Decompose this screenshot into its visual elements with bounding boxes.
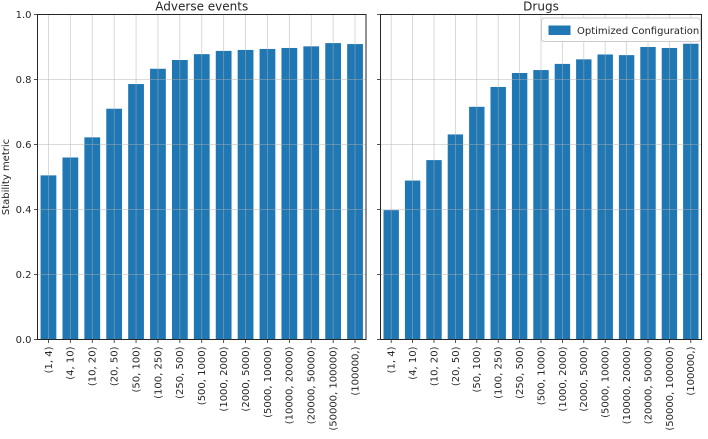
x-tick-label: (100000,) <box>350 346 361 395</box>
x-tick-label: (100000,) <box>686 346 697 395</box>
x-tick-label: (10, 20) <box>429 346 440 386</box>
x-tick-label: (50000, 100000) <box>329 346 340 430</box>
y-tick-label: 0.8 <box>16 75 32 86</box>
x-tick-label: (2000, 5000) <box>579 346 590 411</box>
x-tick-label: (10000, 20000) <box>285 346 296 424</box>
legend: Optimized Configuration <box>541 17 701 42</box>
x-tick-label: (1000, 2000) <box>558 346 569 411</box>
panel-title-drugs: Drugs <box>523 0 559 14</box>
x-tick-label: (500, 1000) <box>197 346 208 405</box>
x-tick-label: (4, 10) <box>66 346 77 379</box>
x-tick-label: (20000, 50000) <box>643 346 654 424</box>
x-tick-label: (4, 10) <box>408 346 419 379</box>
x-tick-label: (10, 20) <box>88 346 99 386</box>
x-tick-label: (100, 250) <box>153 346 164 398</box>
x-tick-label: (50000, 100000) <box>665 346 676 430</box>
x-tick-label: (2000, 5000) <box>241 346 252 411</box>
y-tick-label: 0.2 <box>16 270 32 281</box>
x-tick-label: (100, 250) <box>494 346 505 398</box>
x-tick-label: (50, 100) <box>472 346 483 392</box>
x-tick-label: (20, 50) <box>110 346 121 386</box>
x-tick-label: (250, 500) <box>515 346 526 398</box>
y-axis-label: Stability metric <box>1 139 12 215</box>
x-tick-label: (5000, 10000) <box>263 346 274 418</box>
x-tick-label: (1, 4) <box>387 346 398 373</box>
x-tick-label: (1, 4) <box>44 346 55 373</box>
x-tick-label: (20, 50) <box>451 346 462 386</box>
y-tick-label: 0.4 <box>16 205 32 216</box>
y-tick-label: 1.0 <box>16 10 32 21</box>
x-tick-label: (50, 100) <box>131 346 142 392</box>
x-tick-label: (20000, 50000) <box>307 346 318 424</box>
x-tick-label: (10000, 20000) <box>622 346 633 424</box>
legend-label: Optimized Configuration <box>577 26 699 37</box>
x-tick-label: (500, 1000) <box>536 346 547 405</box>
legend-swatch <box>548 25 571 35</box>
chart-render-root: 0.00.20.40.60.81.0(1, 4) (4, 10) (10, 20)(… <box>16 10 702 431</box>
panel-0: 0.0 0.2 0.4 0.6 0.8 1.0 (1, 4) (4, 10) (10, 20) (… <box>16 10 367 431</box>
panel-1: (1, 4) (4, 10) (10, 20) (20, 50) (50, 100) (1… <box>377 14 702 431</box>
y-tick-label: 0.0 <box>16 335 32 346</box>
y-tick-label: 0.6 <box>16 140 32 151</box>
x-tick-label: (5000, 10000) <box>601 346 612 418</box>
x-tick-label: (1000, 2000) <box>219 346 230 411</box>
x-tick-label: (250, 500) <box>175 346 186 398</box>
legend-frame <box>541 17 701 42</box>
panel-title-adverse-events: Adverse events <box>155 0 248 14</box>
